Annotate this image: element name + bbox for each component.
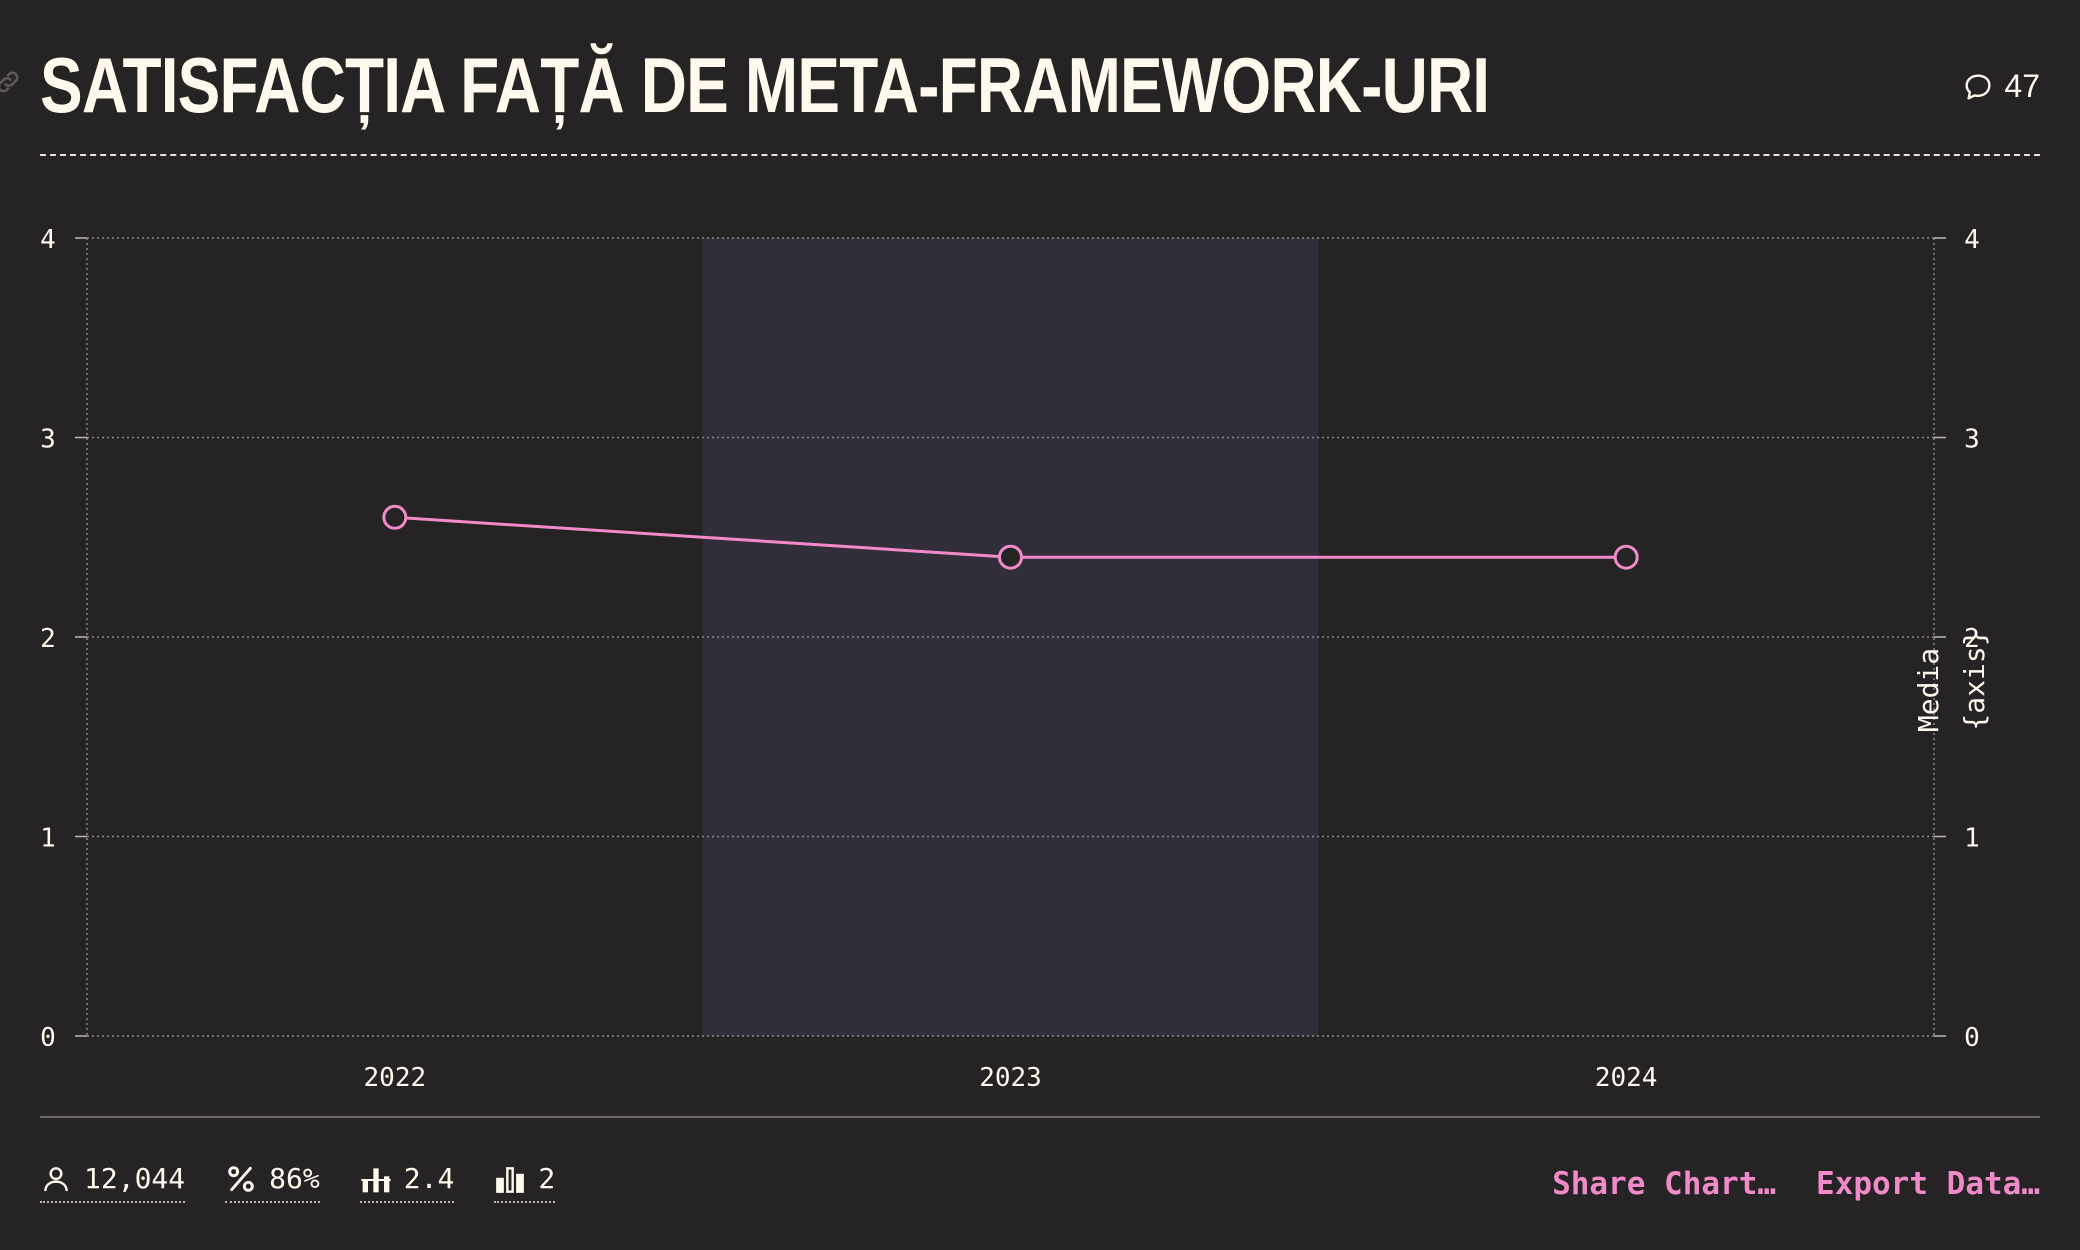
x-tick-label: 2022 xyxy=(364,1063,427,1093)
footer-divider xyxy=(40,1116,2040,1118)
stat-count[interactable]: 2 xyxy=(494,1162,556,1203)
right-tick-label: 3 xyxy=(1964,425,1980,455)
stat-average-value: 2.4 xyxy=(403,1162,455,1195)
grid-lines xyxy=(86,237,1935,1037)
x-axis: 2022 2023 2024 xyxy=(364,1063,1658,1093)
stat-average[interactable]: 2.4 xyxy=(359,1162,455,1203)
right-tick-label: 4 xyxy=(1964,225,1980,255)
link-icon[interactable] xyxy=(0,68,22,96)
comments-count: 47 xyxy=(2004,68,2040,104)
right-tick-label: 1 xyxy=(1964,824,1980,854)
stat-respondents[interactable]: 12,044 xyxy=(40,1162,186,1203)
highlight-band-2023 xyxy=(702,238,1319,1036)
right-tick-label: 2 xyxy=(1964,624,1980,654)
right-axis-label-line-2: {axis} xyxy=(1958,629,1991,730)
stat-percentage-value: 86% xyxy=(269,1162,320,1195)
right-y-axis: 0 1 2 3 4 xyxy=(1934,225,1980,1053)
percent-icon xyxy=(228,1165,254,1192)
x-tick-label: 2024 xyxy=(1595,1063,1658,1093)
data-point[interactable] xyxy=(382,504,408,530)
header-divider xyxy=(40,154,2040,156)
share-chart-button[interactable]: Share Chart… xyxy=(1552,1166,1777,1202)
left-tick-label: 1 xyxy=(40,824,56,854)
line-chart: 0 1 2 3 4 0 1 2 3 4 2022 2023 2024 Media {axis} xyxy=(40,225,1991,1093)
x-tick-label: 2023 xyxy=(979,1063,1042,1093)
page-title: Satisfacția față de meta-framework-uri xyxy=(40,41,1490,129)
bar-average-icon xyxy=(361,1167,391,1192)
speech-bubble-icon xyxy=(1965,73,1991,100)
bar-chart-icon xyxy=(496,1166,525,1193)
right-tick-label: 0 xyxy=(1964,1023,1980,1053)
right-axis-label-line-1: Media xyxy=(1912,648,1945,732)
data-point[interactable] xyxy=(998,544,1023,570)
stats-bar: 12,044 86% 2.4 2 xyxy=(40,1162,556,1203)
left-y-axis: 0 1 2 3 4 xyxy=(40,225,87,1053)
left-tick-label: 3 xyxy=(40,425,56,455)
data-point[interactable] xyxy=(1613,544,1639,570)
stat-count-value: 2 xyxy=(538,1162,556,1195)
export-data-button[interactable]: Export Data… xyxy=(1816,1166,2040,1202)
left-tick-label: 4 xyxy=(40,225,56,255)
stat-percentage[interactable]: 86% xyxy=(225,1162,320,1203)
stat-respondents-value: 12,044 xyxy=(84,1162,186,1195)
left-tick-label: 0 xyxy=(40,1023,56,1053)
comments-button[interactable]: 47 xyxy=(1962,68,2040,105)
chart-actions: Share Chart… Export Data… xyxy=(1552,1166,2040,1202)
left-tick-label: 2 xyxy=(40,624,56,654)
user-icon xyxy=(44,1166,68,1191)
